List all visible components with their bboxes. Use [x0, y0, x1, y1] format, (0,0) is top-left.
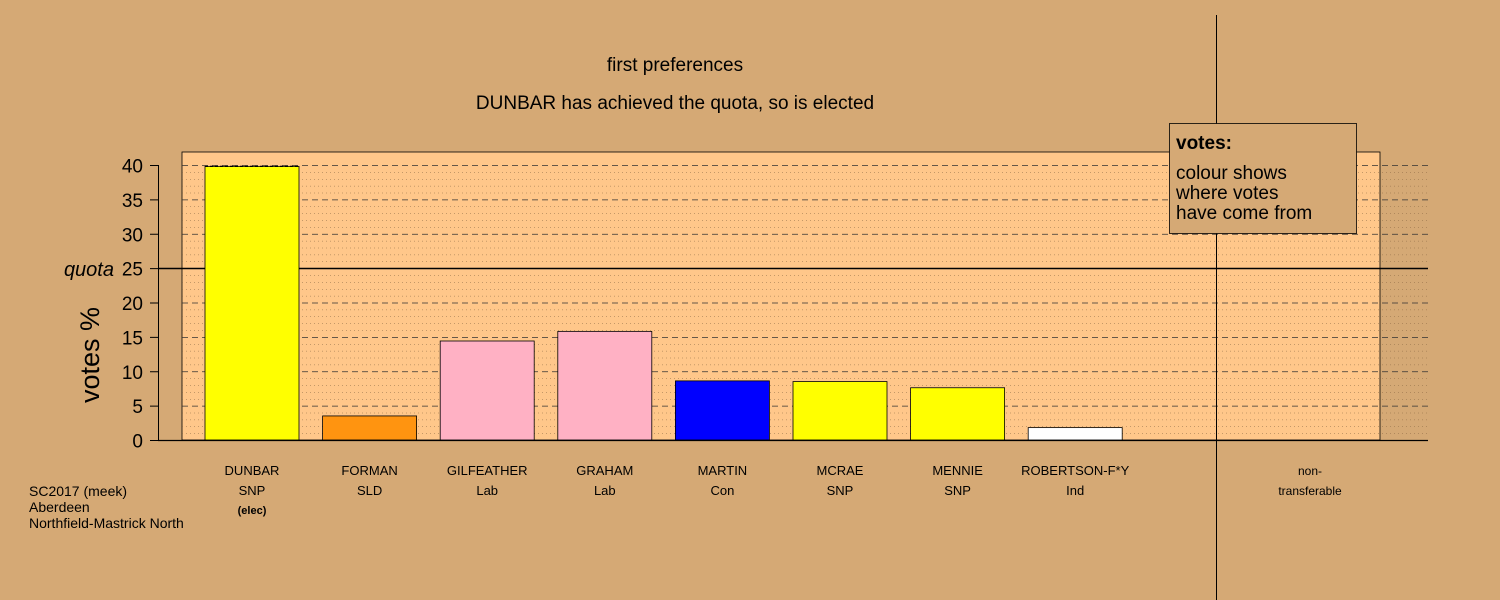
y-tick-label: 0 — [132, 432, 143, 453]
candidate-name: ROBERTSON-F*Y — [1021, 463, 1129, 478]
candidate-party: Lab — [476, 483, 498, 498]
legend: votes: colour shows where votes have com… — [1169, 123, 1357, 234]
bars — [204, 165, 1123, 441]
bar — [322, 415, 418, 441]
candidate-name: DUNBAR — [225, 463, 280, 478]
y-tick-label: 20 — [122, 294, 143, 315]
bar — [1027, 427, 1123, 441]
candidate-status: (elec) — [238, 505, 267, 517]
chart-subtitle: DUNBAR has achieved the quota, so is ele… — [476, 93, 874, 114]
quota-label: quota — [64, 259, 114, 281]
y-tick-label: 40 — [122, 157, 143, 178]
candidate-party: SNP — [944, 483, 971, 498]
y-axis-label: votes % — [75, 307, 105, 403]
legend-line: have come from — [1176, 203, 1312, 224]
legend-box — [1169, 123, 1357, 234]
y-tick-label: 5 — [132, 397, 143, 418]
y-tick-label: 25 — [122, 260, 143, 281]
bar — [792, 381, 888, 441]
candidate-party: Lab — [594, 483, 616, 498]
x-labels: DUNBAR SNP (elec) FORMAN SLD GILFEATHER Lab GRA… — [225, 463, 1342, 517]
legend-line: where votes — [1175, 183, 1278, 204]
candidate-party: SLD — [357, 483, 382, 498]
y-ticks: 0 5 10 15 20 25 30 35 40 — [122, 157, 158, 453]
chart-title: first preferences — [607, 55, 743, 76]
nontransferable-label: transferable — [1278, 484, 1342, 498]
nontransferable-label: non- — [1298, 464, 1322, 478]
bar — [557, 330, 653, 441]
candidate-name: MCRAE — [817, 463, 864, 478]
candidate-name: GRAHAM — [576, 463, 633, 478]
candidate-party: Con — [710, 483, 734, 498]
candidate-name: GILFEATHER — [447, 463, 528, 478]
y-tick-label: 10 — [122, 363, 143, 384]
bar — [910, 387, 1005, 441]
ward-name: Northfield-Mastrick North — [29, 515, 184, 531]
legend-title: votes: — [1176, 133, 1232, 154]
bar — [439, 340, 535, 441]
election-info: SC2017 (meek) Aberdeen Northfield-Mastri… — [29, 483, 184, 531]
legend-line: colour shows — [1176, 163, 1287, 184]
y-tick-label: 15 — [122, 328, 143, 349]
y-tick-label: 35 — [122, 191, 143, 212]
candidate-party: SNP — [239, 483, 266, 498]
y-tick-label: 30 — [122, 225, 143, 246]
bar — [675, 380, 770, 441]
candidate-party: Ind — [1066, 483, 1084, 498]
candidate-name: MARTIN — [698, 463, 748, 478]
election-id: SC2017 (meek) — [29, 483, 128, 499]
candidate-party: SNP — [827, 483, 854, 498]
candidate-name: MENNIE — [932, 463, 983, 478]
council-name: Aberdeen — [29, 499, 90, 515]
bar — [204, 165, 300, 441]
candidate-name: FORMAN — [341, 463, 397, 478]
